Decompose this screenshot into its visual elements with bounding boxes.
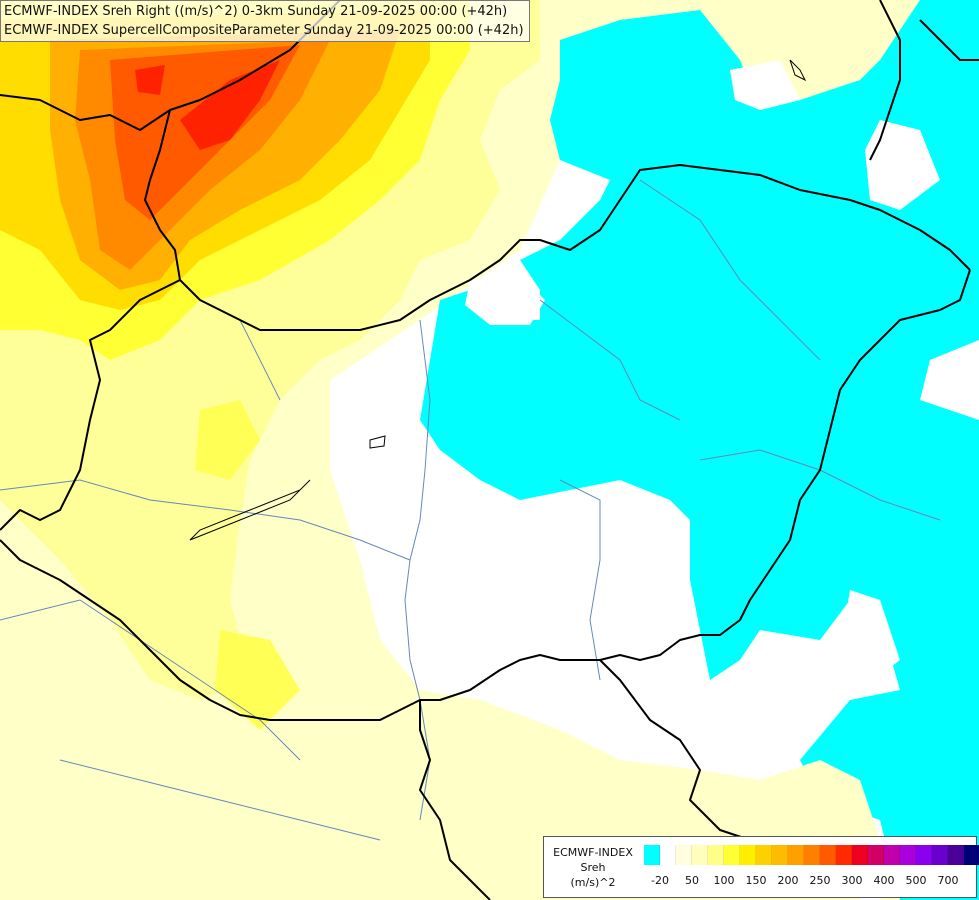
legend-tick-label: 400: [873, 874, 895, 887]
legend-swatch: [644, 845, 660, 865]
legend-tick-label: 200: [777, 874, 799, 887]
legend-tick-label: 700: [937, 874, 959, 887]
legend-tick-label: 50: [685, 874, 699, 887]
legend-swatch: [948, 845, 964, 865]
legend-swatch: [868, 845, 884, 865]
map-title-box: ECMWF-INDEX Sreh Right ((m/s)^2) 0-3km S…: [0, 0, 530, 42]
legend-tick-label: 250: [809, 874, 831, 887]
legend-tick-label: 150: [745, 874, 767, 887]
legend-line-2: Sreh: [580, 861, 606, 874]
legend-ticks: -20 50 100 150 200 250 300 400 500 700: [644, 874, 974, 890]
field-white-hole-4: [840, 590, 900, 690]
title-line-1: ECMWF-INDEX Sreh Right ((m/s)^2) 0-3km S…: [4, 4, 508, 19]
legend-swatch: [900, 845, 916, 865]
legend-title: ECMWF-INDEX Sreh (m/s)^2: [548, 845, 638, 890]
color-legend: ECMWF-INDEX Sreh (m/s)^2 -20 50 100 150 200 2…: [543, 836, 979, 898]
legend-swatch: [884, 845, 900, 865]
legend-swatch: [676, 845, 692, 865]
field-white-hole-5: [465, 275, 545, 325]
field-red-core: [180, 60, 280, 150]
legend-swatch: [660, 845, 676, 865]
legend-tick-label: 500: [905, 874, 927, 887]
legend-swatch: [916, 845, 932, 865]
field-cyan-zone: [420, 0, 979, 900]
legend-swatch: [772, 845, 788, 865]
legend-swatch: [788, 845, 804, 865]
field-red-core-2: [135, 65, 165, 95]
legend-line-3: (m/s)^2: [570, 876, 616, 889]
legend-line-1: ECMWF-INDEX: [553, 846, 633, 859]
legend-tick-label: -20: [651, 874, 669, 887]
legend-swatch: [852, 845, 868, 865]
legend-swatch: [756, 845, 772, 865]
legend-swatches: [644, 845, 979, 865]
legend-tick-label: 100: [713, 874, 735, 887]
field-white-hole-3: [925, 350, 979, 400]
legend-swatch: [740, 845, 756, 865]
title-line-2: ECMWF-INDEX SupercellCompositeParameter …: [4, 23, 524, 38]
legend-tick-label: 300: [841, 874, 863, 887]
legend-swatch: [964, 845, 979, 865]
field-white-hole-1: [730, 60, 800, 110]
legend-swatch: [708, 845, 724, 865]
legend-swatch: [724, 845, 740, 865]
legend-swatch: [804, 845, 820, 865]
lakes: [189, 59, 807, 541]
field-white-hole-2: [865, 120, 940, 210]
field-yellow-blob-2: [215, 630, 300, 730]
legend-swatch: [932, 845, 948, 865]
legend-swatch: [836, 845, 852, 865]
field-yellow-blob-1: [195, 400, 260, 480]
legend-swatch: [820, 845, 836, 865]
legend-swatch: [692, 845, 708, 865]
